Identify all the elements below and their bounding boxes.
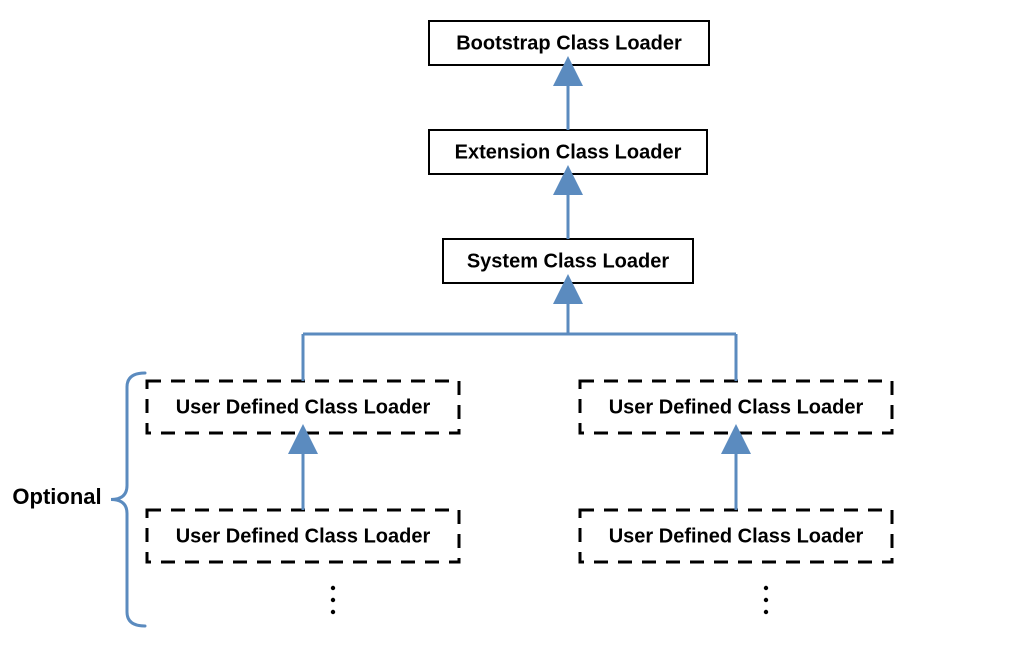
- node-userB1: User Defined Class Loader: [580, 381, 892, 433]
- node-userA1-label: User Defined Class Loader: [176, 396, 431, 418]
- ellipsis-1: [764, 586, 768, 614]
- node-bootstrap: Bootstrap Class Loader: [429, 21, 709, 65]
- node-userB2: User Defined Class Loader: [580, 510, 892, 562]
- node-system: System Class Loader: [443, 239, 693, 283]
- node-extension-label: Extension Class Loader: [455, 141, 682, 163]
- ellipsis-0: [331, 586, 335, 614]
- node-userA2: User Defined Class Loader: [147, 510, 459, 562]
- node-bootstrap-label: Bootstrap Class Loader: [456, 32, 682, 54]
- node-system-label: System Class Loader: [467, 250, 670, 272]
- optional-brace: [111, 373, 145, 626]
- node-userB1-label: User Defined Class Loader: [609, 396, 864, 418]
- node-userB2-label: User Defined Class Loader: [609, 525, 864, 547]
- classloader-diagram: Bootstrap Class Loader Extension Class Lo…: [0, 0, 1024, 651]
- node-extension: Extension Class Loader: [429, 130, 707, 174]
- node-userA2-label: User Defined Class Loader: [176, 525, 431, 547]
- optional-label: Optional: [12, 484, 101, 509]
- node-userA1: User Defined Class Loader: [147, 381, 459, 433]
